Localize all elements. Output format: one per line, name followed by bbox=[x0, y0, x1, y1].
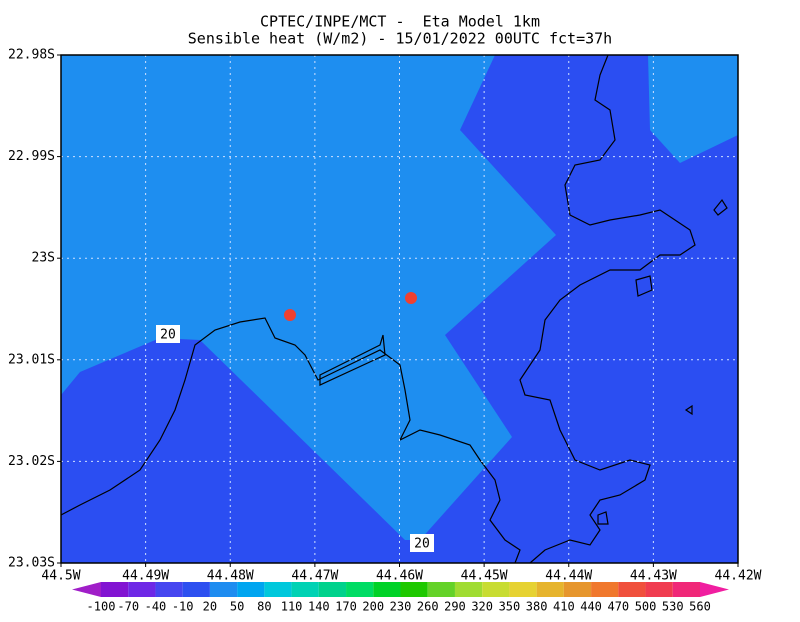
contour-label: 20 bbox=[160, 328, 176, 343]
field-light bbox=[61, 55, 556, 540]
y-tick-label: 23.01S bbox=[8, 352, 55, 367]
colorbar-label: 230 bbox=[390, 600, 412, 614]
colorbar-end bbox=[72, 582, 101, 597]
x-tick-label: 44.44W bbox=[545, 569, 592, 584]
coastline bbox=[597, 198, 728, 525]
colorbar-segment bbox=[346, 582, 374, 597]
field-light bbox=[648, 55, 738, 163]
colorbar-label: 110 bbox=[281, 600, 303, 614]
coastline bbox=[319, 334, 386, 386]
colorbar-label: -10 bbox=[172, 600, 194, 614]
coastline bbox=[60, 317, 521, 564]
x-tick-label: 44.47W bbox=[291, 569, 338, 584]
x-tick-label: 44.45W bbox=[461, 569, 508, 584]
colorbar-end bbox=[700, 582, 729, 597]
y-tick-label: 22.99S bbox=[8, 149, 55, 164]
colorbar-segment bbox=[155, 582, 183, 597]
colorbar-label: -40 bbox=[145, 600, 167, 614]
colorbar-segment bbox=[427, 582, 455, 597]
colorbar-label: 500 bbox=[635, 600, 657, 614]
colorbar-segment bbox=[645, 582, 673, 597]
x-tick-label: 44.49W bbox=[122, 569, 169, 584]
title-line: Sensible heat (W/m2) - 15/01/2022 00UTC … bbox=[188, 30, 612, 48]
colorbar-segment bbox=[563, 582, 592, 597]
contour-label-box bbox=[156, 325, 180, 343]
colorbar-label: 530 bbox=[662, 600, 684, 614]
x-tick-label: 44.5W bbox=[41, 569, 80, 584]
colorbar-segment bbox=[237, 582, 265, 597]
colorbar-segment bbox=[591, 582, 619, 597]
coastline bbox=[519, 54, 696, 564]
x-tick-label: 44.43W bbox=[630, 569, 677, 584]
colorbar-segment bbox=[482, 582, 510, 597]
contour-label-box bbox=[410, 534, 434, 552]
y-tick-label: 23.02S bbox=[8, 454, 55, 469]
y-tick-label: 23.03S bbox=[8, 556, 55, 571]
colorbar-label: 20 bbox=[203, 600, 217, 614]
colorbar-segment bbox=[182, 582, 210, 597]
colorbar-segment bbox=[400, 582, 428, 597]
colorbar-segment bbox=[264, 582, 292, 597]
colorbar-label: 350 bbox=[499, 600, 521, 614]
colorbar-label: 320 bbox=[471, 600, 493, 614]
colorbar-label: 440 bbox=[580, 600, 602, 614]
colorbar-label: 80 bbox=[257, 600, 271, 614]
x-tick-label: 44.46W bbox=[376, 569, 423, 584]
colorbar-label: 200 bbox=[362, 600, 384, 614]
colorbar-segment bbox=[509, 582, 537, 597]
colorbar-segment bbox=[101, 582, 129, 597]
title-line: CPTEC/INPE/MCT - Eta Model 1km bbox=[260, 13, 540, 31]
colorbar-segment bbox=[291, 582, 319, 597]
colorbar-segment bbox=[672, 582, 700, 597]
colorbar-segment bbox=[209, 582, 238, 597]
y-tick-label: 23S bbox=[32, 251, 55, 266]
colorbar-label: 560 bbox=[689, 600, 711, 614]
station-marker bbox=[284, 309, 296, 321]
colorbar-label: 290 bbox=[444, 600, 466, 614]
y-tick-label: 22.98S bbox=[8, 48, 55, 63]
colorbar-label: 410 bbox=[553, 600, 575, 614]
contour-label: 20 bbox=[414, 537, 430, 552]
colorbar-label: 380 bbox=[526, 600, 548, 614]
colorbar-segment bbox=[454, 582, 483, 597]
colorbar-segment bbox=[373, 582, 401, 597]
colorbar-segment bbox=[128, 582, 156, 597]
x-tick-label: 44.42W bbox=[715, 569, 762, 584]
colorbar-label: -100 bbox=[87, 600, 116, 614]
colorbar-label: -70 bbox=[117, 600, 139, 614]
colorbar-label: 470 bbox=[607, 600, 629, 614]
colorbar-segment bbox=[318, 582, 347, 597]
colorbar-label: 140 bbox=[308, 600, 330, 614]
colorbar-label: 50 bbox=[230, 600, 244, 614]
station-marker bbox=[405, 292, 417, 304]
colorbar-label: 170 bbox=[335, 600, 357, 614]
colorbar-segment bbox=[536, 582, 564, 597]
x-tick-label: 44.48W bbox=[207, 569, 254, 584]
colorbar-segment bbox=[618, 582, 646, 597]
colorbar-label: 260 bbox=[417, 600, 439, 614]
